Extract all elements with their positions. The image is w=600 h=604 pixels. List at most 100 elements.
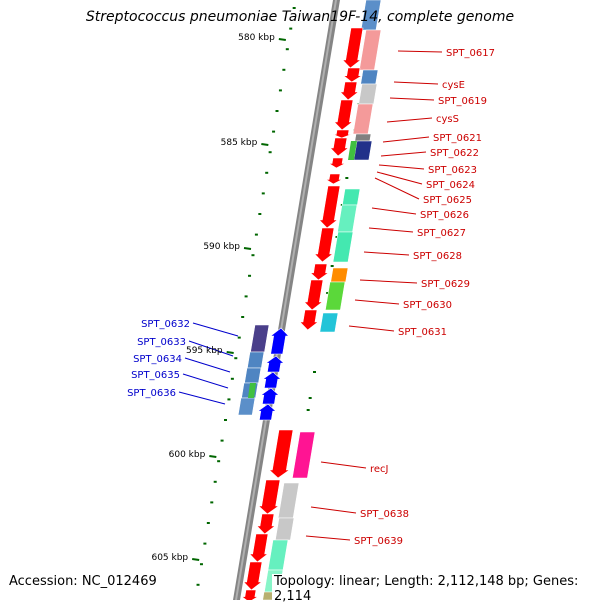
gene-label: SPT_0619 (438, 96, 487, 107)
label-leaders-group (178, 50, 443, 541)
label-leader (382, 136, 430, 143)
topology-label: Topology: linear; Length: 2,112,148 bp; … (272, 574, 600, 604)
gene-arrow (313, 227, 335, 263)
gene-label: SPT_0639 (354, 536, 403, 547)
right-labels-group: SPT_0617 cysE SPT_0619 cysS SPT_0621 SPT_0622… (354, 48, 495, 547)
gene-label: SPT_0625 (423, 195, 472, 206)
gene-label: SPT_0624 (426, 180, 475, 191)
gene-label: SPT_0632 (141, 319, 190, 330)
label-leader (188, 340, 234, 357)
gene-label: SPT_0638 (360, 509, 409, 520)
gene-label: SPT_0622 (430, 148, 479, 159)
label-leader (363, 251, 410, 256)
scale-label: 585 kbp (221, 138, 258, 148)
gene-label: SPT_0626 (420, 210, 469, 221)
feature-block (358, 29, 382, 71)
label-leader (359, 279, 418, 284)
left-gene-track (237, 324, 270, 416)
label-leader (393, 81, 439, 85)
gene-label: SPT_0617 (446, 48, 495, 59)
scale-label: 590 kbp (203, 242, 240, 252)
feature-block (354, 133, 372, 142)
gene-arrow (261, 371, 282, 389)
major-tick (226, 351, 234, 354)
gene-label: SPT_0635 (131, 370, 180, 381)
gene-label: SPT_0634 (133, 354, 182, 365)
label-leader (182, 373, 229, 389)
scale-label: 605 kbp (151, 553, 188, 563)
gene-arrow (339, 81, 360, 101)
label-leader (380, 151, 427, 157)
label-leader (305, 535, 351, 541)
gene-arrow (318, 185, 341, 229)
gene-arrow (269, 327, 290, 355)
feature-block (332, 231, 354, 263)
feature-block (337, 204, 358, 233)
feature-block (360, 69, 379, 85)
gene-arrow (342, 67, 363, 83)
label-leader (374, 177, 420, 200)
right-gene-track (262, 0, 382, 600)
gene-arrow (257, 479, 281, 515)
backbone-highlight (235, 0, 337, 600)
gene-arrow (264, 355, 285, 373)
gene-label: SPT_0621 (433, 133, 482, 144)
major-tick (278, 38, 286, 41)
gene-arrow (333, 129, 352, 139)
accession-label: Accession: NC_012469 (9, 574, 157, 589)
feature-block (267, 539, 289, 571)
gene-arrow (328, 157, 346, 169)
major-tick (261, 143, 269, 146)
feature-block (277, 482, 300, 519)
scale-labels-group: 580 kbp 585 kbp 590 kbp 595 kbp 600 kbp 605 k… (151, 33, 275, 563)
gene-label: cysS (436, 114, 459, 125)
feature-block (324, 281, 346, 311)
gene-arrow (309, 263, 330, 281)
gene-arrows-group (241, 27, 364, 600)
feature-block (291, 431, 316, 479)
label-leader (354, 299, 400, 305)
map-title: Streptococcus pneumoniae Taiwan19F-14, c… (85, 9, 515, 25)
gene-label: SPT_0630 (403, 300, 452, 311)
feature-block (244, 367, 262, 384)
feature-block (330, 267, 349, 283)
genome-backbone (233, 0, 340, 600)
gene-label: SPT_0631 (398, 327, 447, 338)
label-leader (184, 357, 231, 373)
feature-block (341, 188, 361, 206)
label-leader (368, 227, 414, 233)
feature-block (237, 397, 256, 416)
gene-arrow (242, 561, 263, 591)
feature-block (353, 140, 373, 161)
label-leader (386, 117, 433, 123)
scale-label: 595 kbp (186, 346, 223, 356)
gene-arrow (256, 403, 277, 421)
gene-label: SPT_0623 (428, 165, 477, 176)
gene-label: SPT_0629 (421, 279, 470, 290)
gene-arrow (341, 27, 364, 69)
gene-arrow (256, 513, 276, 535)
scale-label: 580 kbp (238, 33, 275, 43)
label-leader (378, 164, 425, 170)
scale-label: 600 kbp (169, 450, 206, 460)
gene-label: SPT_0633 (137, 337, 186, 348)
gene-label: SPT_0636 (127, 388, 176, 399)
label-leader (320, 461, 367, 469)
major-tick (209, 455, 217, 458)
feature-block (248, 383, 256, 398)
feature-block (352, 103, 374, 135)
left-labels-group: SPT_0632 SPT_0633 SPT_0634 SPT_0635 SPT_0636 (127, 319, 190, 399)
label-leader (192, 322, 239, 337)
gene-arrow (329, 137, 350, 157)
gene-label: recJ (370, 464, 389, 475)
major-tick (243, 247, 252, 250)
gene-arrow (333, 99, 354, 131)
major-tick (192, 558, 200, 561)
feature-block (358, 83, 378, 105)
gene-arrow (299, 309, 319, 331)
gene-arrow (268, 429, 294, 479)
label-leader (371, 207, 417, 215)
label-leader (397, 50, 443, 53)
gene-arrow (241, 589, 259, 600)
